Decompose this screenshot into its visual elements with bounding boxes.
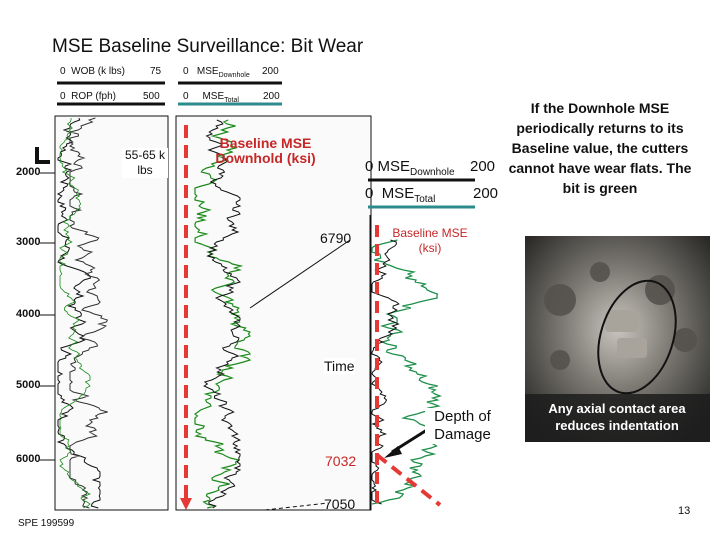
zoom-connector-bottom [264,502,329,511]
zoom-depth-bottom: 7050 [324,496,356,512]
zoom-downhole-trace [371,239,400,505]
rop-header: 0 ROP (fph) [60,91,116,102]
depth-label: 6000 [16,453,41,465]
zoom-total-trace [371,239,443,505]
bit-note: If the Downhole MSE periodically returns… [508,100,692,196]
track-marker-icon [35,147,50,164]
depth-label: 2000 [16,166,41,178]
mse-downhole-header: 0 MSEDownhole [183,66,250,79]
zoom-total-max: 200 [473,185,499,202]
wob-rop-traces [56,117,109,509]
zoom-depth-damage: 7032 [325,453,357,469]
bit-cutters [544,262,697,370]
damage-arrow-icon [384,446,402,458]
baseline-arrow-icon [180,498,192,510]
page-number: 13 [678,505,691,517]
bit-cutter-highlights [605,310,647,358]
wob-annotation: 55-65 k lbs [122,148,168,178]
wob-rop-track [54,115,169,511]
mse-total-max: 200 [263,91,280,102]
mse-traces [193,119,252,509]
depth-label: 4000 [16,308,41,320]
mse-total-header: 0 MSETotal [183,91,239,104]
aux-trace [59,117,92,509]
mse-downhole-trace [203,119,242,509]
zoom-downhole-max: 200 [470,158,496,175]
mse-track [175,115,372,511]
mse-total-trace [193,119,252,509]
reference-label: SPE 199599 [18,518,75,529]
zoom-baseline-label: Baseline MSE (ksi) [392,226,468,255]
depth-label: 5000 [16,379,41,391]
damage-trend-line [375,453,442,507]
depth-ticks [40,172,55,461]
rop-max: 500 [143,91,160,102]
mse-downhole-max: 200 [262,66,279,77]
zoom-connector-top [249,239,351,309]
depth-of-damage-label: Depth of Damage [425,408,500,444]
slide-title: MSE Baseline Surveillance: Bit Wear [52,36,364,57]
zoom-depth-top: 6790 [320,230,352,246]
zoom-total-header: 0 MSETotal [365,185,436,205]
photo-caption: Any axial contact area reduces indentati… [548,401,686,433]
zoom-downhole-header: 0 MSEDownhole [365,158,455,178]
wear-highlight-ellipse [597,279,677,395]
time-label: Time [324,358,355,374]
depth-label: 3000 [16,236,41,248]
wob-trace [56,117,101,509]
wob-header: 0 WOB (k lbs) [60,66,126,77]
photo-caption-box [525,394,710,442]
zoom-traces [371,239,443,505]
wob-max: 75 [150,66,162,77]
rop-trace [69,117,109,509]
baseline-annotation: Baseline MSE Downhold (ksi) [215,135,316,166]
